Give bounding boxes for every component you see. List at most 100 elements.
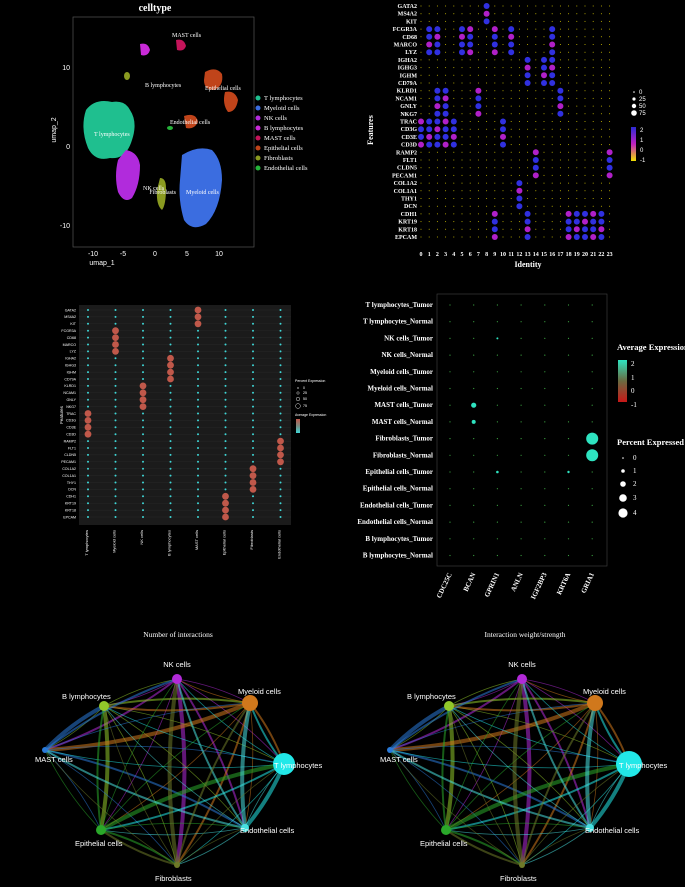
expression-dot (576, 74, 578, 76)
identity-label: 22 (598, 252, 604, 258)
cluster-myeloid (179, 148, 222, 228)
row-label: B lymphocytes_Normal (363, 552, 433, 560)
expression-dot (535, 213, 537, 215)
expression-dot (592, 205, 594, 207)
expression-dot (576, 97, 578, 99)
expression-dot (167, 368, 174, 376)
expression-dot (600, 136, 602, 138)
expression-dot (252, 405, 254, 408)
expression-dot (543, 51, 545, 53)
expression-dot (222, 492, 229, 500)
cell-node (273, 753, 295, 775)
gene-label: GRIA1 (580, 571, 597, 595)
expression-dot (194, 306, 202, 314)
expression-dot (609, 13, 611, 15)
feature-label: FLT1 (403, 158, 417, 164)
expression-dot (535, 5, 537, 7)
expression-dot (486, 221, 488, 223)
expression-dot (114, 488, 117, 491)
expression-dot (450, 118, 457, 125)
expression-dot (559, 74, 561, 76)
expression-dot (568, 82, 570, 84)
expression-dot (518, 151, 520, 153)
expression-dot (428, 159, 430, 161)
expression-dot (590, 226, 597, 233)
feature-label: COL1A2 (394, 181, 417, 187)
expression-dot (139, 403, 147, 410)
expression-dot (609, 113, 611, 115)
expression-dot (568, 36, 570, 38)
expression-dot (486, 167, 488, 169)
expression-dot (477, 51, 479, 53)
expression-dot (543, 151, 545, 153)
expression-dot (420, 59, 422, 61)
interaction-edge (103, 705, 178, 866)
expression-dot (600, 44, 602, 45)
expression-dot (449, 421, 451, 423)
expression-dot (169, 509, 172, 512)
interaction-edge (448, 705, 523, 866)
node-label: Epithelial cells (75, 839, 123, 848)
expression-dot (544, 521, 546, 523)
expression-dot (453, 198, 455, 199)
expression-dot (279, 343, 282, 346)
expression-dot (527, 144, 529, 146)
feature-label: COL1A2 (62, 467, 76, 471)
feature-label: RAMP2 (64, 439, 76, 443)
expression-dot (139, 382, 147, 390)
expression-dot (434, 26, 441, 33)
feature-label: IGHG3 (65, 364, 76, 368)
expression-dot (114, 384, 117, 387)
node-label: Epithelial cells (420, 839, 468, 848)
expression-dot (420, 221, 422, 223)
svg-text:Average Expression: Average Expression (295, 413, 326, 417)
expression-dot (559, 236, 561, 238)
expression-dot (494, 128, 496, 130)
expression-dot (442, 95, 449, 102)
expression-dot (197, 474, 199, 477)
expression-dot (527, 97, 529, 99)
interaction-edge (448, 705, 591, 829)
expression-dot (197, 488, 199, 491)
expression-dot (142, 343, 144, 346)
expression-dot (420, 205, 422, 207)
expression-dot (197, 453, 199, 456)
expression-dot (567, 421, 570, 423)
expression-dot (477, 151, 479, 153)
expression-dot (541, 56, 547, 63)
expression-dot (477, 74, 479, 76)
cell-node (587, 695, 603, 711)
expression-dot (584, 36, 586, 38)
expression-dot (510, 205, 512, 207)
expression-dot (543, 167, 545, 169)
feature-label: CD3E (401, 135, 417, 141)
expression-dot (549, 41, 556, 48)
expression-dot (436, 182, 438, 184)
expression-dot (592, 121, 594, 122)
expression-dot (502, 20, 504, 22)
expression-dot (592, 105, 594, 107)
expression-dot (169, 440, 172, 443)
expression-dot (252, 309, 254, 311)
expression-dot (252, 371, 254, 374)
expression-dot (600, 151, 602, 153)
feature-label: MARCO (63, 343, 77, 347)
expression-dot (496, 488, 498, 490)
interaction-edge (448, 702, 596, 712)
cluster-label: NK cells (143, 186, 165, 192)
expression-dot (520, 404, 522, 406)
expression-dot (592, 90, 594, 92)
expression-dot (567, 504, 570, 506)
expression-dot (576, 198, 578, 199)
expression-dot (87, 488, 89, 491)
feature-label: DCN (404, 204, 418, 210)
interaction-edge (445, 678, 523, 831)
feature-label: THY1 (401, 197, 417, 203)
expression-dot (527, 28, 529, 30)
expression-dot (114, 516, 117, 518)
expression-dot (114, 474, 117, 477)
svg-text:2: 2 (631, 360, 635, 368)
expression-dot (609, 20, 611, 22)
expression-dot (568, 190, 570, 192)
expression-dot (477, 44, 479, 45)
